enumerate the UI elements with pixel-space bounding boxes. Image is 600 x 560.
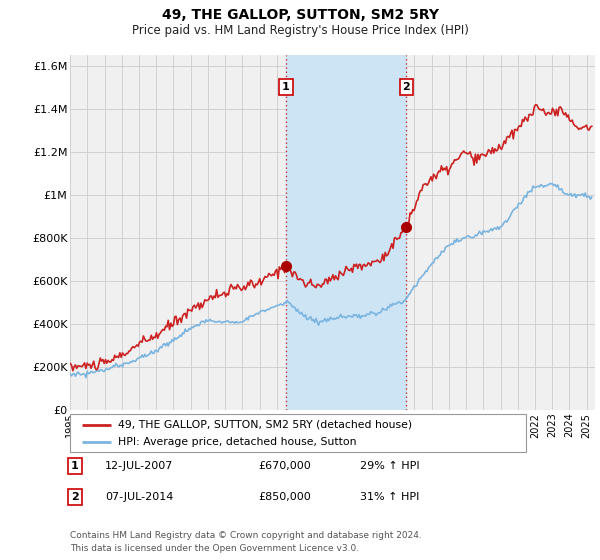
Text: Contains HM Land Registry data © Crown copyright and database right 2024.: Contains HM Land Registry data © Crown c… — [70, 531, 422, 540]
Text: 07-JUL-2014: 07-JUL-2014 — [105, 492, 173, 502]
Bar — [286, 55, 406, 410]
Text: This data is licensed under the Open Government Licence v3.0.: This data is licensed under the Open Gov… — [70, 544, 359, 553]
Text: 31% ↑ HPI: 31% ↑ HPI — [360, 492, 419, 502]
Text: 2: 2 — [403, 82, 410, 92]
Text: 29% ↑ HPI: 29% ↑ HPI — [360, 461, 419, 471]
Text: £670,000: £670,000 — [258, 461, 311, 471]
Text: HPI: Average price, detached house, Sutton: HPI: Average price, detached house, Sutt… — [118, 437, 356, 447]
Text: 2: 2 — [71, 492, 79, 502]
Text: 49, THE GALLOP, SUTTON, SM2 5RY (detached house): 49, THE GALLOP, SUTTON, SM2 5RY (detache… — [118, 419, 412, 430]
Text: 12-JUL-2007: 12-JUL-2007 — [105, 461, 173, 471]
Text: £850,000: £850,000 — [258, 492, 311, 502]
FancyBboxPatch shape — [70, 414, 526, 452]
Text: 1: 1 — [282, 82, 290, 92]
Text: 49, THE GALLOP, SUTTON, SM2 5RY: 49, THE GALLOP, SUTTON, SM2 5RY — [161, 8, 439, 22]
Text: 1: 1 — [71, 461, 79, 471]
Text: Price paid vs. HM Land Registry's House Price Index (HPI): Price paid vs. HM Land Registry's House … — [131, 24, 469, 36]
